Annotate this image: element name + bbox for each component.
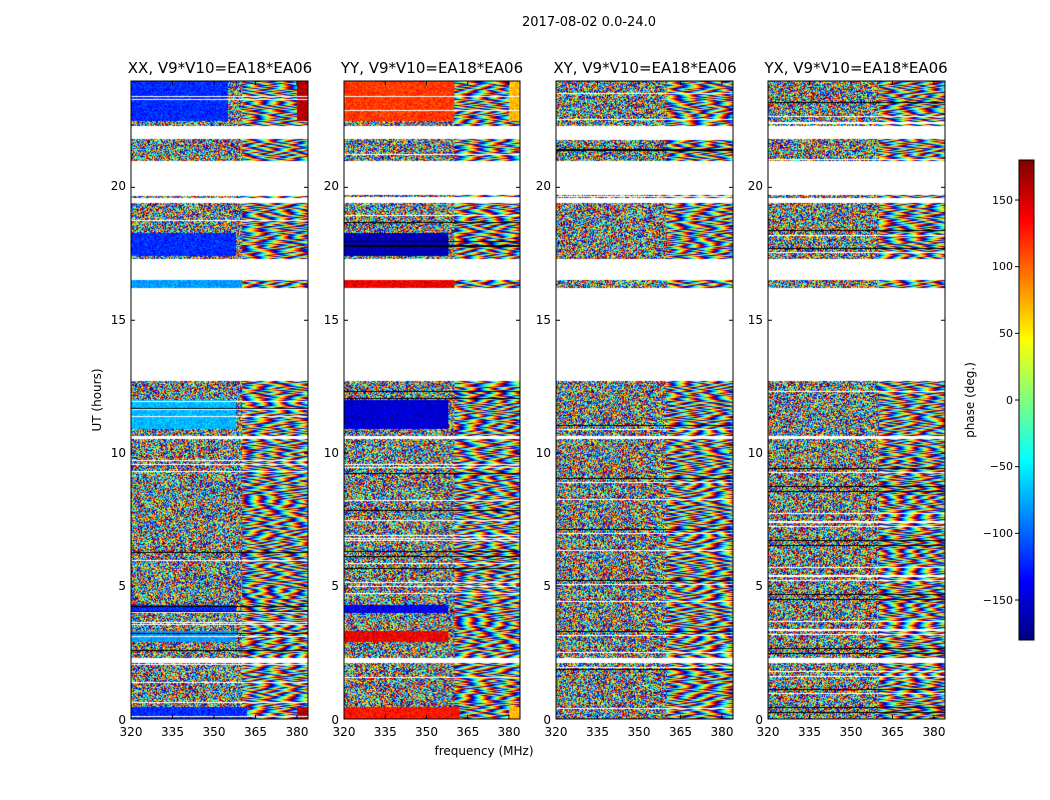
xtick-label-380: 380 — [711, 725, 734, 739]
colorbar-tick-label: 50 — [999, 327, 1013, 340]
xtick-label-335: 335 — [161, 725, 184, 739]
heatmap-xy — [556, 81, 733, 719]
xtick-label-365: 365 — [881, 725, 904, 739]
xtick-label-320: 320 — [333, 725, 356, 739]
panel-yx: YX, V9*V10=EA18*EA06 0 5 10 15 20 320 33… — [748, 59, 948, 739]
axes-frame-yx — [767, 80, 946, 720]
axes-frame-xy — [555, 80, 734, 720]
panel-title-yx: YX, V9*V10=EA18*EA06 — [763, 59, 947, 77]
ytick-label-20: 20 — [536, 179, 551, 193]
ytick-label-20: 20 — [324, 179, 339, 193]
panel-title-xy: XY, V9*V10=EA18*EA06 — [553, 59, 736, 77]
ytick-label-20: 20 — [748, 179, 763, 193]
colorbar-ticks — [1015, 199, 1019, 601]
ytick-label-15: 15 — [748, 313, 763, 327]
xtick-label-350: 350 — [415, 725, 438, 739]
axes-frame-xx — [130, 80, 309, 720]
axes-frame-yy — [343, 80, 521, 720]
ticks-xx — [130, 81, 308, 720]
xtick-label-350: 350 — [840, 725, 863, 739]
panel-yy: YY, V9*V10=EA18*EA06 0 5 10 15 20 320 33… — [324, 59, 523, 739]
panel-xx: XX, V9*V10=EA18*EA06 0 5 10 15 20 320 33… — [111, 59, 313, 739]
xtick-label-380: 380 — [923, 725, 946, 739]
ytick-label-0: 0 — [755, 713, 763, 727]
xtick-label-380: 380 — [498, 725, 521, 739]
colorbar-tick-label: 150 — [992, 194, 1013, 207]
xtick-label-365: 365 — [244, 725, 267, 739]
colorbar: −150 −100 −50 0 50 100 150 phase (deg.) — [963, 159, 1035, 641]
ytick-label-10: 10 — [536, 446, 551, 460]
xtick-label-335: 335 — [798, 725, 821, 739]
colorbar-label: phase (deg.) — [963, 362, 977, 438]
xtick-label-320: 320 — [120, 725, 143, 739]
ytick-label-0: 0 — [118, 713, 126, 727]
ytick-label-5: 5 — [118, 579, 126, 593]
ytick-label-0: 0 — [543, 713, 551, 727]
panel-title-yy: YY, V9*V10=EA18*EA06 — [340, 59, 523, 77]
ticks-yx — [767, 81, 945, 720]
ytick-label-5: 5 — [755, 579, 763, 593]
heatmap-xx — [131, 81, 308, 719]
ticks-xy — [555, 81, 733, 720]
heatmap-yx — [768, 81, 945, 719]
colorbar-tick-label: 0 — [1006, 394, 1013, 407]
ytick-label-15: 15 — [536, 313, 551, 327]
colorbar-gradient — [1019, 160, 1034, 640]
ytick-label-15: 15 — [324, 313, 339, 327]
ytick-label-10: 10 — [111, 446, 126, 460]
xtick-label-365: 365 — [669, 725, 692, 739]
ytick-label-5: 5 — [331, 579, 339, 593]
ytick-label-10: 10 — [748, 446, 763, 460]
xtick-label-350: 350 — [628, 725, 651, 739]
xtick-label-335: 335 — [586, 725, 609, 739]
ytick-label-5: 5 — [543, 579, 551, 593]
xtick-label-320: 320 — [545, 725, 568, 739]
panel-xy: XY, V9*V10=EA18*EA06 0 5 10 15 20 320 33… — [536, 59, 737, 739]
ytick-label-10: 10 — [324, 446, 339, 460]
colorbar-tick-label: 100 — [992, 260, 1013, 273]
colorbar-tick-label: −150 — [983, 594, 1013, 607]
colorbar-tick-label: −100 — [983, 527, 1013, 540]
ytick-label-0: 0 — [331, 713, 339, 727]
xtick-label-350: 350 — [203, 725, 226, 739]
ytick-label-15: 15 — [111, 313, 126, 327]
xtick-label-380: 380 — [286, 725, 309, 739]
ticks-yy — [343, 81, 520, 720]
suptitle: 2017-08-02 0.0-24.0 — [522, 15, 656, 30]
xtick-label-365: 365 — [456, 725, 479, 739]
xtick-label-320: 320 — [757, 725, 780, 739]
heatmap-yy — [344, 81, 520, 719]
y-axis-label: UT (hours) — [90, 368, 104, 431]
panel-title-xx: XX, V9*V10=EA18*EA06 — [128, 59, 312, 77]
ytick-label-20: 20 — [111, 179, 126, 193]
xtick-label-335: 335 — [374, 725, 397, 739]
colorbar-tick-label: −50 — [990, 460, 1013, 473]
x-axis-label: frequency (MHz) — [434, 744, 533, 758]
